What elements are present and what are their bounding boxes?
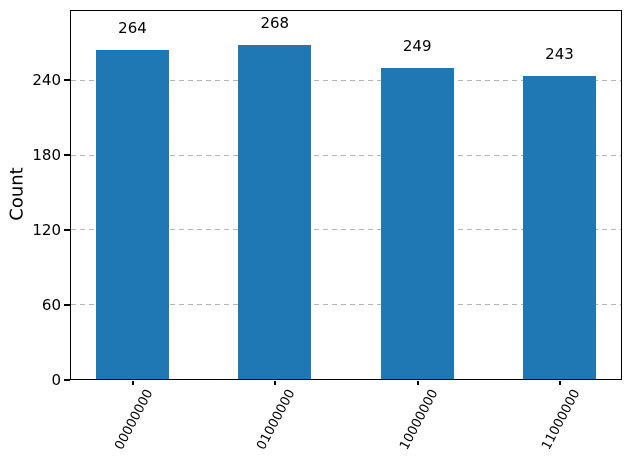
x-tick-mark bbox=[559, 381, 561, 385]
gridline bbox=[71, 154, 621, 156]
plot-area: 264 268 249 243 bbox=[70, 10, 622, 380]
y-tick-mark bbox=[64, 378, 70, 381]
bar-value-label: 268 bbox=[260, 13, 290, 32]
gridline bbox=[71, 79, 621, 81]
x-tick-label: 00000000 bbox=[111, 387, 157, 453]
y-tick-label: 240 bbox=[32, 71, 61, 90]
y-tick-mark bbox=[64, 79, 70, 82]
y-tick-label: 120 bbox=[32, 220, 61, 239]
gridline bbox=[71, 229, 621, 231]
bar-11000000 bbox=[523, 75, 596, 379]
bar-10000000 bbox=[380, 68, 454, 379]
bar-01000000 bbox=[238, 44, 312, 379]
bar-00000000 bbox=[96, 49, 169, 379]
y-tick-mark bbox=[64, 303, 70, 306]
y-axis-label: Count bbox=[6, 167, 28, 221]
bar-value-label: 264 bbox=[118, 18, 147, 37]
bar-value-label: 243 bbox=[545, 44, 574, 63]
y-tick-mark bbox=[64, 154, 70, 156]
x-tick-mark bbox=[132, 381, 134, 385]
y-tick-label: 60 bbox=[41, 295, 61, 314]
y-tick-mark bbox=[64, 228, 70, 231]
bar-value-label: 249 bbox=[402, 37, 432, 56]
x-tick-label: 01000000 bbox=[254, 387, 299, 453]
x-tick-mark bbox=[416, 381, 419, 385]
x-tick-label: 10000000 bbox=[396, 387, 441, 453]
gridline bbox=[71, 304, 621, 306]
x-tick-label: 11000000 bbox=[538, 387, 584, 453]
y-tick-label: 0 bbox=[51, 370, 61, 389]
y-tick-label: 180 bbox=[32, 146, 61, 164]
x-tick-mark bbox=[274, 381, 277, 385]
